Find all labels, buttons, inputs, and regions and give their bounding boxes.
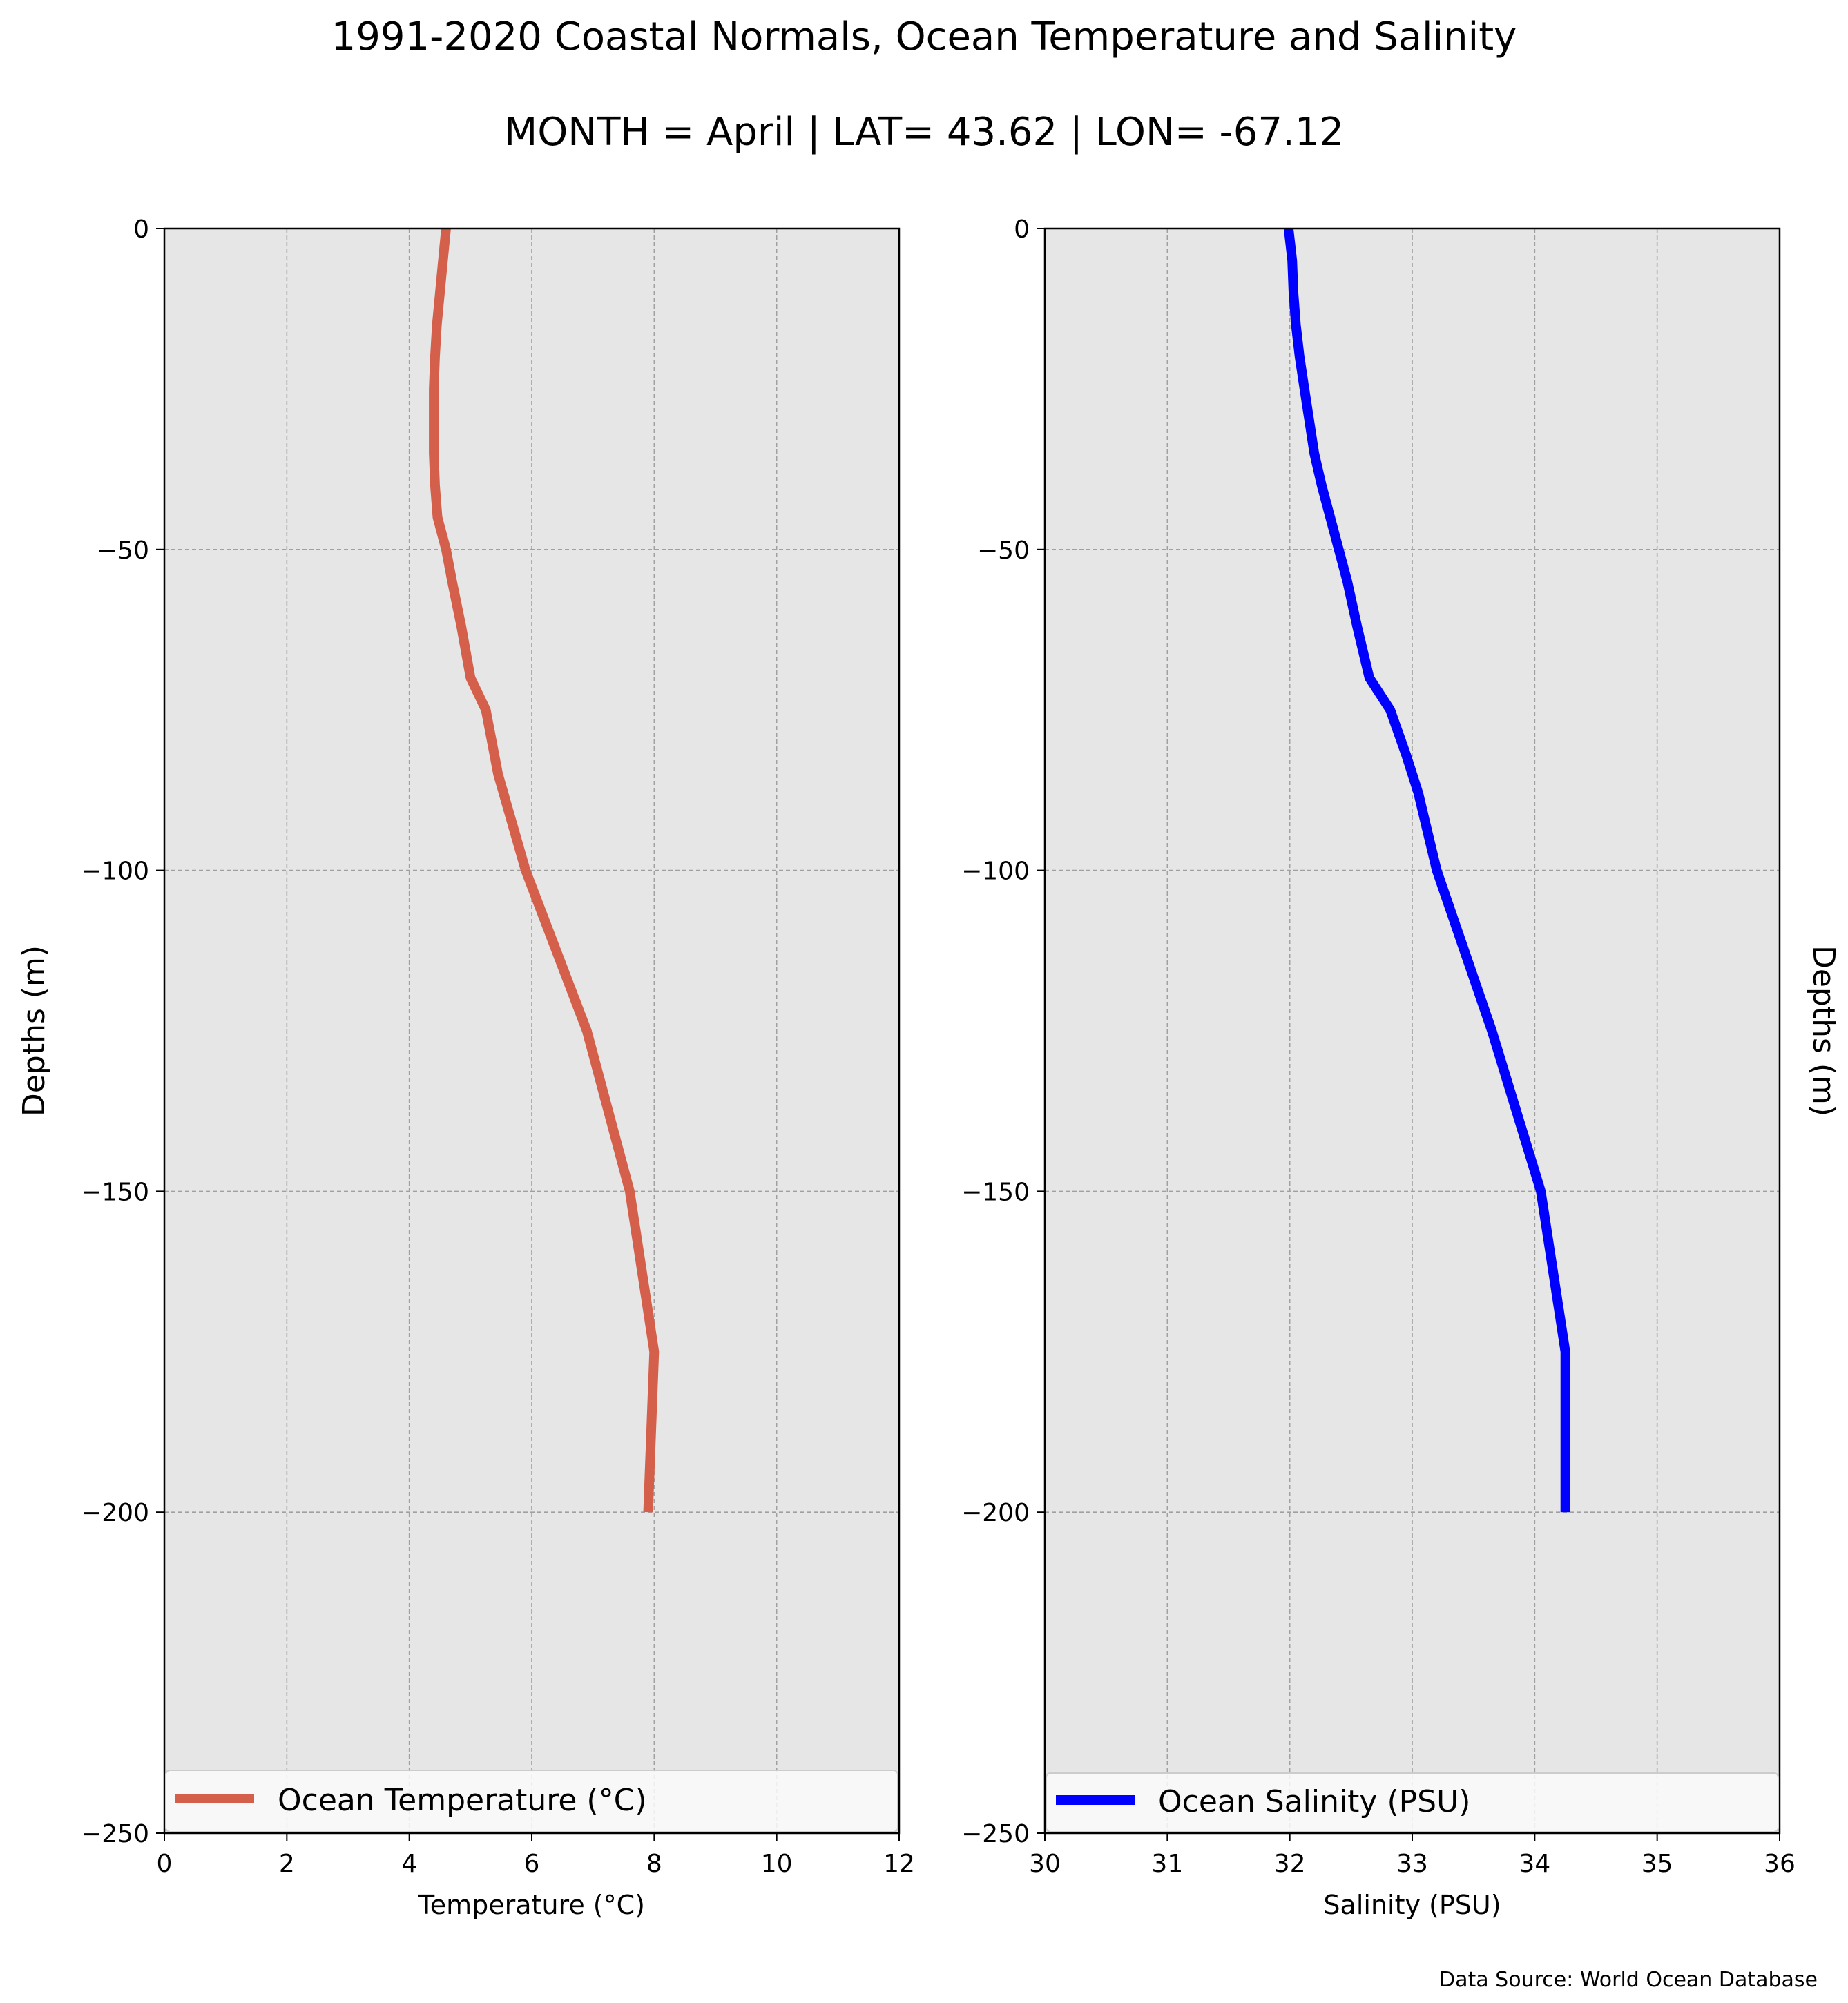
y-tick-label: −150 — [961, 1178, 1030, 1206]
legend-box — [165, 1770, 898, 1832]
series-lines — [1283, 228, 1570, 1513]
figure-subtitle: MONTH = April | LAT= 43.62 | LON= -67.12 — [504, 110, 1344, 155]
x-tick-label: 31 — [1151, 1850, 1183, 1878]
series-line — [429, 228, 660, 1513]
series-line — [1283, 228, 1570, 1513]
x-tick-label: 32 — [1274, 1850, 1306, 1878]
y-tick-label: 0 — [133, 215, 149, 244]
x-tick-label: 10 — [761, 1850, 793, 1878]
x-axis-label: Salinity (PSU) — [1323, 1890, 1501, 1920]
temperature-chart: 0 2 4 6 8 10 12 0 −50 −100 −150 −200 −250 Ocean Temp… — [17, 215, 915, 1920]
figure-title: 1991-2020 Coastal Normals, Ocean Tempera… — [331, 14, 1517, 59]
axis-ticks: 30 31 32 33 34 35 36 0 −50 −100 −150 −200 −250 — [961, 215, 1796, 1878]
legend-label: Ocean Salinity (PSU) — [1158, 1784, 1470, 1819]
x-tick-label: 6 — [524, 1850, 540, 1878]
y-axis-label: Depths (m) — [17, 945, 52, 1116]
axis-ticks: 0 2 4 6 8 10 12 0 −50 −100 −150 −200 −250 — [81, 215, 915, 1878]
x-tick-label: 35 — [1642, 1850, 1673, 1878]
x-tick-label: 33 — [1396, 1850, 1428, 1878]
y-tick-label: −150 — [81, 1178, 149, 1206]
y-tick-label: −200 — [81, 1499, 149, 1527]
x-tick-label: 2 — [279, 1850, 295, 1878]
y-tick-label: −50 — [97, 536, 149, 565]
salinity-chart: 30 31 32 33 34 35 36 0 −50 −100 −150 −200 −250 Ocean… — [961, 215, 1841, 1920]
y-tick-label: −250 — [961, 1820, 1030, 1848]
y-axis-label: Depths (m) — [1806, 945, 1841, 1116]
gridlines — [1045, 229, 1780, 1833]
x-tick-label: 36 — [1764, 1850, 1796, 1878]
y-tick-label: −200 — [961, 1499, 1030, 1527]
legend-label: Ocean Temperature (°C) — [278, 1783, 647, 1818]
x-tick-label: 30 — [1029, 1850, 1061, 1878]
y-tick-label: −100 — [81, 858, 149, 886]
x-tick-label: 4 — [401, 1850, 417, 1878]
data-source-note: Data Source: World Ocean Database — [1439, 1968, 1818, 1992]
legend: Ocean Temperature (°C) — [165, 1770, 898, 1832]
y-tick-label: −250 — [81, 1820, 149, 1848]
gridlines — [164, 229, 899, 1833]
series-lines — [429, 228, 660, 1513]
x-tick-label: 8 — [646, 1850, 662, 1878]
y-tick-label: 0 — [1014, 215, 1030, 244]
legend-box — [1046, 1772, 1779, 1832]
x-tick-label: 12 — [883, 1850, 915, 1878]
x-axis-label: Temperature (°C) — [418, 1890, 645, 1920]
y-tick-label: −50 — [977, 536, 1030, 565]
y-tick-label: −100 — [961, 858, 1030, 886]
legend: Ocean Salinity (PSU) — [1046, 1772, 1779, 1832]
x-tick-label: 34 — [1519, 1850, 1550, 1878]
x-tick-label: 0 — [157, 1850, 173, 1878]
